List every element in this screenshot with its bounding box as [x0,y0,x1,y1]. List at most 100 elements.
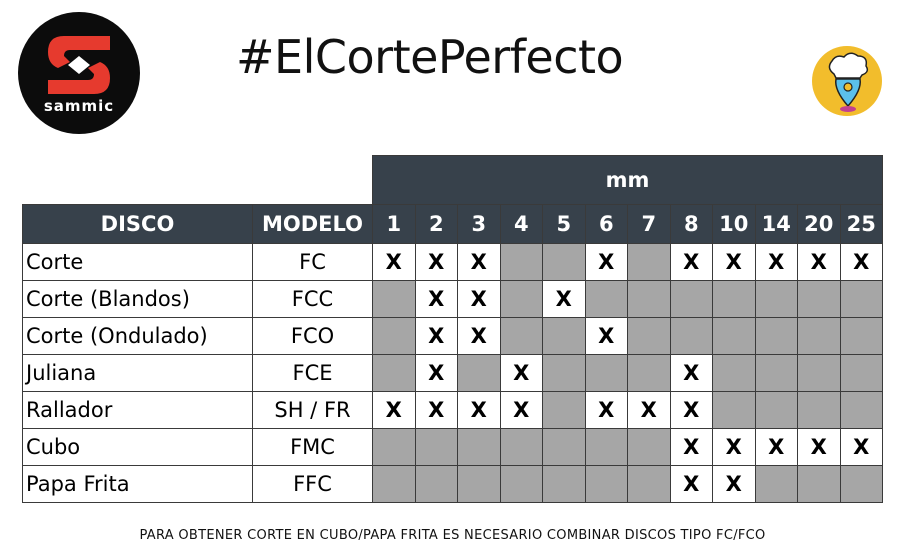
cell-available: X [627,391,671,429]
cell-unavailable [669,280,713,318]
disc-compatibility-table: mm DISCO MODELO 1 2 3 4 5 6 7 8 10 14 20 25 Corte FC… [22,155,883,503]
cell-unavailable [372,428,416,466]
cell-unavailable [627,317,671,355]
cell-available: X [754,243,798,281]
footnote: PARA OBTENER CORTE EN CUBO/PAPA FRITA ES… [139,528,766,543]
col-header-size: 5 [542,204,586,244]
cell-unavailable [627,280,671,318]
cell-available: X [499,391,543,429]
col-header-size: 6 [584,204,628,244]
cell-unavailable [542,243,586,281]
sammic-s-icon [48,36,110,94]
modelo-name: FFC [252,465,373,503]
cell-unavailable [499,317,543,355]
cell-unavailable [584,280,628,318]
cell-unavailable [372,317,416,355]
cell-unavailable [754,465,798,503]
disco-name: Rallador [22,391,253,429]
cell-available: X [839,428,883,466]
cell-available: X [669,465,713,503]
cell-unavailable [542,317,586,355]
table-row: Corte (Blandos) FCC X X X [22,280,883,318]
table-row: Corte (Ondulado) FCO X X X [22,317,883,355]
cell-unavailable [712,280,756,318]
cell-available: X [457,391,501,429]
cell-available: X [457,317,501,355]
cell-available: X [542,280,586,318]
cell-unavailable [542,428,586,466]
cell-unavailable [627,428,671,466]
cell-available: X [414,317,458,355]
col-header-size: 10 [712,204,756,244]
table-row: Juliana FCE X X X [22,354,883,392]
cell-unavailable [797,354,841,392]
table-row: Corte FC X X X X X X X X X [22,243,883,281]
cell-unavailable [372,465,416,503]
cell-unavailable [542,465,586,503]
cell-available: X [457,243,501,281]
cell-unavailable [584,465,628,503]
cell-unavailable [839,317,883,355]
cell-unavailable [797,391,841,429]
cell-unavailable [372,354,416,392]
cell-unavailable [499,243,543,281]
cell-available: X [797,428,841,466]
cell-unavailable [712,354,756,392]
cell-available: X [414,280,458,318]
col-header-disco: DISCO [22,204,253,244]
cell-unavailable [584,354,628,392]
cell-available: X [414,243,458,281]
modelo-name: FMC [252,428,373,466]
modelo-name: FCC [252,280,373,318]
cell-unavailable [754,354,798,392]
cell-available: X [414,354,458,392]
col-header-size: 8 [669,204,713,244]
cell-unavailable [414,428,458,466]
cell-unavailable [754,391,798,429]
cell-unavailable [627,354,671,392]
cell-unavailable [499,280,543,318]
table-row: Rallador SH / FR X X X X X X X [22,391,883,429]
cell-unavailable [457,428,501,466]
disco-name: Corte [22,243,253,281]
col-header-size: 7 [627,204,671,244]
col-header-size: 20 [797,204,841,244]
cell-unavailable [499,428,543,466]
cell-available: X [372,243,416,281]
col-header-size: 2 [414,204,458,244]
cell-available: X [499,354,543,392]
cell-available: X [839,243,883,281]
chef-hat-location-pin-icon [812,46,882,116]
cell-unavailable [797,280,841,318]
cell-unavailable [542,354,586,392]
cell-available: X [457,280,501,318]
unit-header: mm [372,155,883,205]
col-header-size: 1 [372,204,416,244]
cell-unavailable [457,465,501,503]
cell-unavailable [499,465,543,503]
cell-unavailable [839,391,883,429]
sammic-logo: sammic [18,12,140,134]
cell-available: X [669,243,713,281]
cell-unavailable [797,465,841,503]
cell-available: X [669,428,713,466]
cell-available: X [372,391,416,429]
table-row: Papa Frita FFC X X [22,465,883,503]
col-header-size: 4 [499,204,543,244]
cell-unavailable [797,317,841,355]
cell-unavailable [372,280,416,318]
cell-available: X [669,354,713,392]
table-row: Cubo FMC X X X X X [22,428,883,466]
cell-available: X [669,391,713,429]
cell-available: X [584,317,628,355]
page-title: #ElCortePerfecto [236,30,624,84]
cell-available: X [584,391,628,429]
cell-available: X [414,391,458,429]
disco-name: Corte (Blandos) [22,280,253,318]
cell-available: X [797,243,841,281]
cell-unavailable [542,391,586,429]
cell-unavailable [414,465,458,503]
col-header-size: 3 [457,204,501,244]
cell-unavailable [754,317,798,355]
cell-available: X [754,428,798,466]
